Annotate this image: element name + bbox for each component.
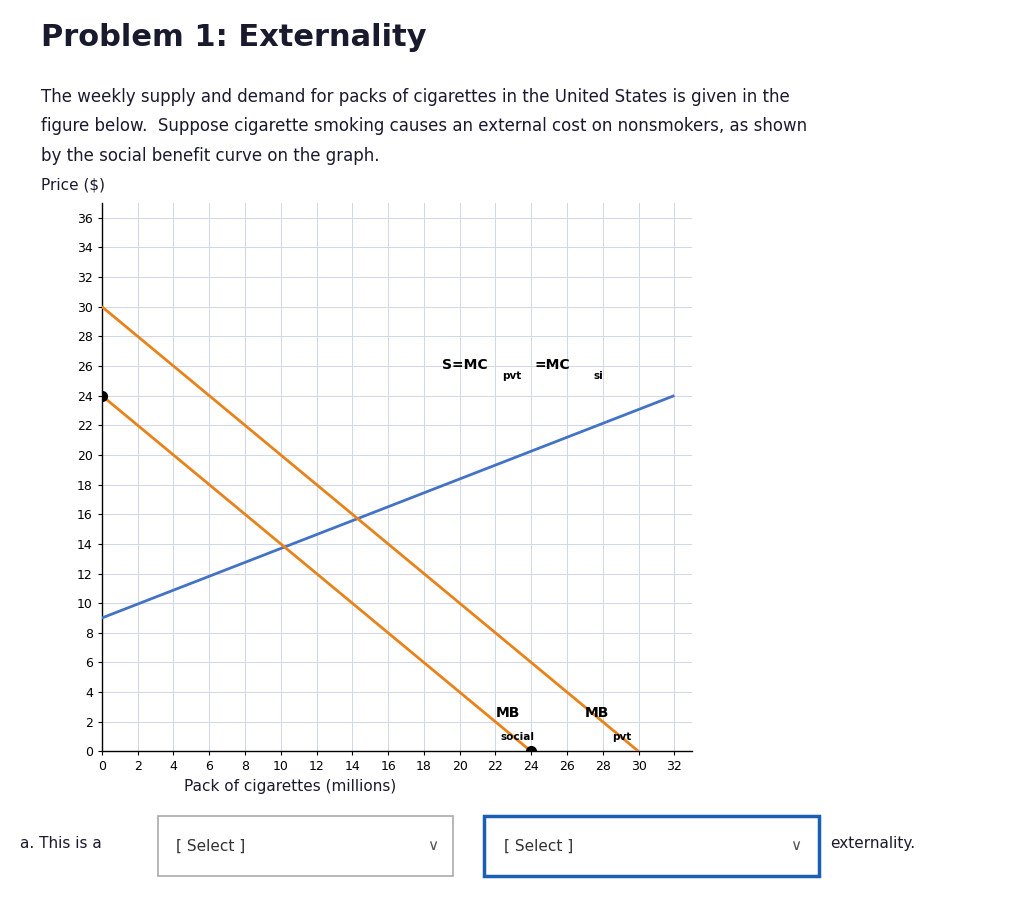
FancyBboxPatch shape bbox=[158, 816, 453, 876]
Text: =MC: =MC bbox=[534, 358, 570, 372]
Text: figure below.  Suppose cigarette smoking causes an external cost on nonsmokers, : figure below. Suppose cigarette smoking … bbox=[41, 117, 807, 136]
Text: MB: MB bbox=[496, 706, 520, 720]
Text: pvt: pvt bbox=[503, 372, 522, 382]
Text: Price ($): Price ($) bbox=[41, 177, 105, 192]
Text: The weekly supply and demand for packs of cigarettes in the United States is giv: The weekly supply and demand for packs o… bbox=[41, 88, 790, 106]
Text: Problem 1: Externality: Problem 1: Externality bbox=[41, 23, 427, 52]
Text: by the social benefit curve on the graph.: by the social benefit curve on the graph… bbox=[41, 147, 380, 165]
Text: [ Select ]: [ Select ] bbox=[504, 838, 573, 854]
Text: pvt: pvt bbox=[612, 731, 631, 741]
Text: ∨: ∨ bbox=[427, 838, 438, 854]
FancyBboxPatch shape bbox=[484, 816, 819, 876]
Text: Pack of cigarettes (millions): Pack of cigarettes (millions) bbox=[184, 779, 396, 794]
Text: MB: MB bbox=[585, 706, 609, 720]
Text: [ Select ]: [ Select ] bbox=[175, 838, 244, 854]
Text: a. This is a: a. This is a bbox=[20, 836, 102, 851]
Text: si: si bbox=[593, 372, 604, 382]
Text: externality.: externality. bbox=[830, 836, 915, 851]
Text: S=MC: S=MC bbox=[442, 358, 488, 372]
Text: ∨: ∨ bbox=[790, 838, 801, 854]
Text: social: social bbox=[501, 731, 534, 741]
